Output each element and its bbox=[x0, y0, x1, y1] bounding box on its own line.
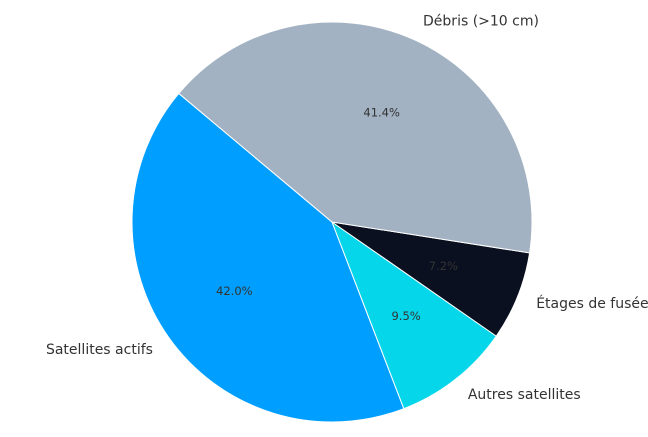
slice-label: Débris (>10 cm) bbox=[423, 14, 539, 30]
percent-label: 42.0% bbox=[216, 284, 253, 298]
pie-slice bbox=[330, 220, 497, 410]
percent-label: 9.5% bbox=[391, 309, 420, 323]
percent-label: 7.2% bbox=[429, 259, 458, 273]
pie-slice bbox=[131, 92, 405, 423]
percent-label: 41.4% bbox=[363, 105, 400, 119]
pie-slice bbox=[178, 21, 533, 254]
slice-label: Étages de fusée bbox=[536, 295, 648, 312]
slice-label: Autres satellites bbox=[468, 387, 581, 403]
slice-label: Satellites actifs bbox=[46, 342, 153, 358]
